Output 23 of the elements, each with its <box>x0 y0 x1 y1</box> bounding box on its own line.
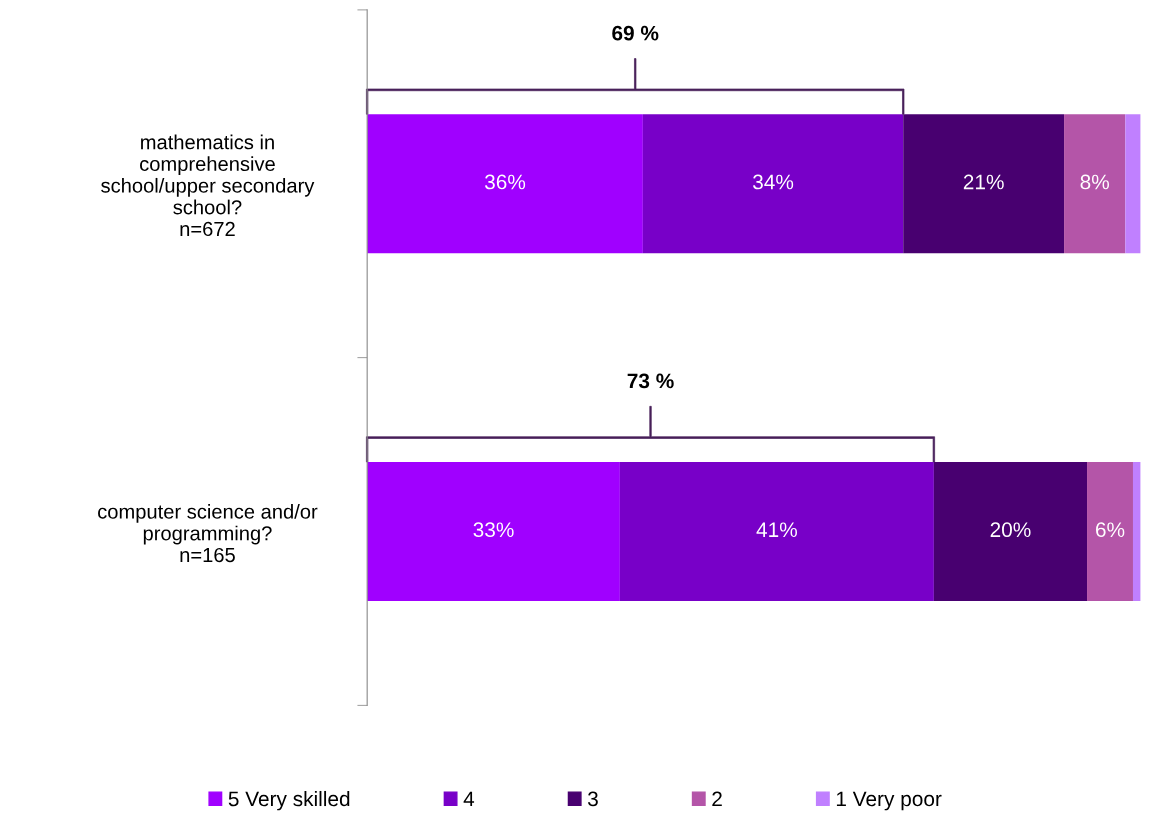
data-label: 34% <box>753 174 794 190</box>
data-label: 21% <box>963 174 1004 190</box>
legend-label: 5 Very skilled <box>228 790 350 811</box>
bar <box>1132 461 1141 602</box>
data-label: 41% <box>756 522 797 538</box>
data-label: 6% <box>1096 522 1125 538</box>
bar <box>903 114 1065 254</box>
data-label: 36% <box>484 174 526 190</box>
bar <box>933 461 1088 602</box>
y-tick-label: computer science and/or programming? n=165 <box>98 503 318 563</box>
annotation: 69 % <box>612 25 659 41</box>
bar <box>1064 114 1126 254</box>
data-label: 33% <box>473 522 514 538</box>
data-label: 8% <box>1080 174 1110 190</box>
data-label: 20% <box>990 522 1031 538</box>
legend-label: 3 <box>587 791 598 807</box>
legend-label: 2 <box>712 791 722 807</box>
legend-label: 1 Very poor <box>836 791 942 811</box>
legend-label: 4 <box>463 791 475 807</box>
annotation: 73 % <box>627 373 674 389</box>
bar <box>1125 114 1141 254</box>
y-tick-label: mathematics in comprehensive school/upper secondary school? n=672 <box>101 134 315 237</box>
bar <box>1087 461 1133 602</box>
